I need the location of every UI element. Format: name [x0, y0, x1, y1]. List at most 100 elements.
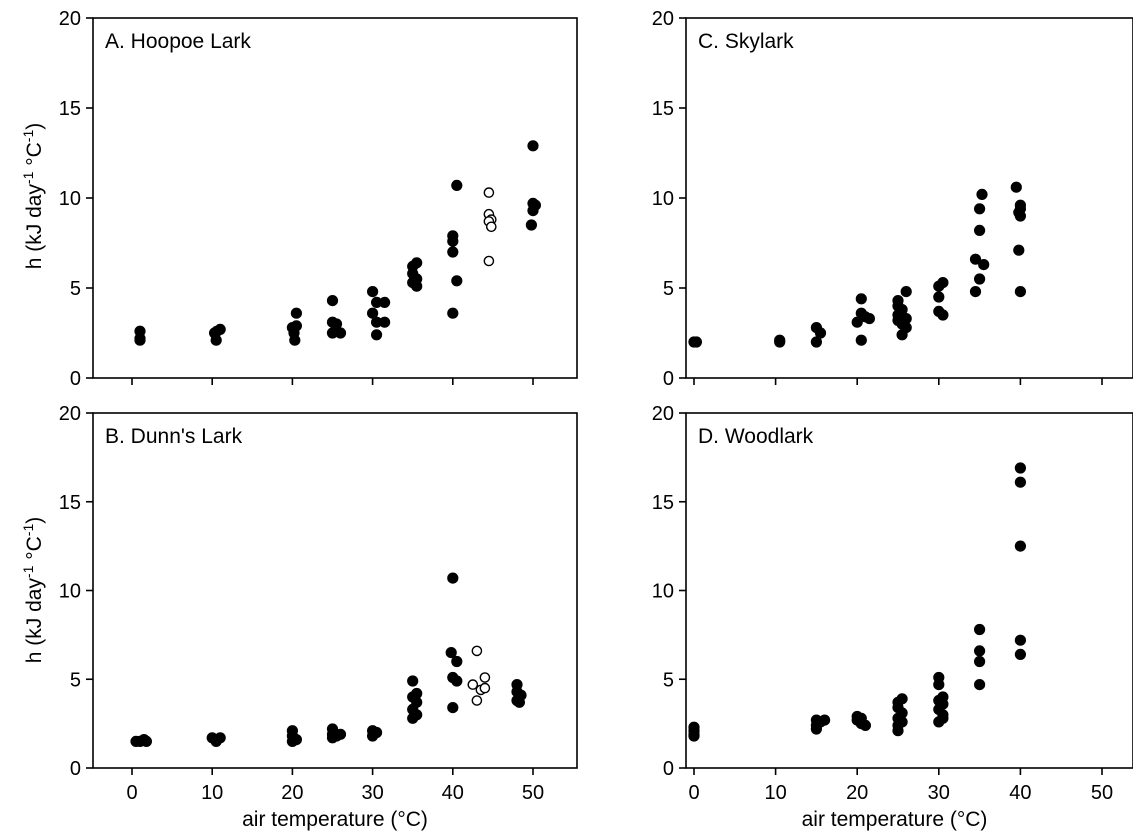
data-point-filled [451, 655, 463, 668]
data-point-filled [973, 273, 986, 285]
data-point-open [483, 187, 495, 198]
y-tick-label: 0 [663, 368, 674, 390]
data-point-filled [411, 257, 423, 269]
data-point-filled [973, 203, 986, 215]
data-point-filled [286, 735, 298, 748]
y-tick-label: 15 [59, 492, 81, 514]
data-point-filled [973, 224, 986, 236]
data-point-filled [937, 276, 949, 289]
data-point-filled [896, 329, 908, 341]
data-point-filled [407, 675, 419, 687]
data-point-filled [366, 285, 379, 298]
x-tick-label: 10 [201, 782, 223, 804]
panel-title: A. Hoopoe Lark [105, 30, 251, 53]
data-point-filled [290, 307, 302, 319]
panel-title: D. Woodlark [698, 425, 814, 448]
y-tick-label: 15 [652, 492, 674, 514]
x-tick-label: 30 [928, 782, 950, 804]
data-point-filled [447, 572, 459, 584]
y-tick-label: 5 [663, 278, 674, 300]
data-point-filled [407, 712, 419, 724]
data-point-filled [851, 316, 863, 328]
data-point-filled [378, 296, 391, 308]
data-point-filled [688, 730, 700, 742]
data-point-filled [326, 294, 339, 307]
data-point-filled [210, 334, 222, 346]
data-point-filled [859, 719, 872, 732]
data-point-filled [690, 336, 703, 348]
data-point-filled [445, 646, 457, 659]
data-point-filled [973, 678, 986, 691]
x-tick-label: 10 [764, 782, 786, 804]
panel-b-dunns-lark: B. Dunn's Lark 0 5 10 15 20 0 10 20 30 40 50 air tem… [59, 403, 578, 831]
data-point-filled [933, 678, 945, 691]
x-tick-label: 40 [442, 782, 464, 804]
y-tick-label: 5 [70, 278, 81, 300]
data-point-filled [334, 327, 347, 339]
data-point-filled [527, 140, 539, 152]
x-tick-label: 50 [522, 782, 544, 804]
y-tick-label: 10 [652, 188, 674, 210]
y-tick-label: 15 [652, 98, 674, 120]
data-point-filled [863, 312, 876, 325]
data-point-filled [134, 334, 146, 346]
data-point-filled [933, 291, 945, 303]
panel-c-skylark: C. Skylark 0 5 10 15 20 [652, 8, 1133, 390]
data-point-filled [370, 329, 383, 341]
data-point-filled [892, 725, 904, 737]
x-tick-label: 0 [126, 782, 137, 804]
data-point-filled [451, 179, 463, 191]
x-tick-label: 50 [1091, 782, 1113, 804]
data-point-filled [1014, 540, 1027, 552]
data-point-filled [1014, 648, 1027, 661]
data-point-filled [973, 623, 986, 636]
data-point-filled [973, 655, 986, 668]
data-point-filled [366, 730, 379, 742]
y-tick-label: 20 [652, 403, 674, 425]
x-tick-label: 20 [846, 782, 868, 804]
data-point-open [479, 672, 491, 683]
data-point-open [471, 695, 483, 706]
data-point-filled [447, 235, 459, 247]
y-tick-label: 10 [652, 581, 674, 603]
data-point-filled [976, 188, 988, 200]
y-tick-label: 15 [59, 98, 81, 120]
data-point-open [483, 255, 495, 267]
data-point-filled [937, 712, 949, 724]
y-tick-label: 10 [59, 188, 81, 210]
x-tick-label: 0 [688, 782, 699, 804]
data-point-filled [1014, 285, 1027, 298]
data-point-filled [527, 205, 539, 217]
y-tick-label: 0 [70, 758, 81, 780]
y-tick-label: 20 [59, 8, 81, 30]
y-axis-title-top: h (kJ day-1 °C-1) [20, 123, 46, 270]
data-point-open [485, 221, 497, 233]
y-tick-label: 10 [59, 581, 81, 603]
data-point-filled [1013, 244, 1025, 256]
data-point-filled [1010, 181, 1022, 193]
data-point-filled [855, 334, 867, 346]
data-point-filled [140, 735, 152, 748]
y-tick-label: 0 [663, 758, 674, 780]
y-axis-title-bottom: h (kJ day-1 °C-1) [20, 517, 46, 664]
data-point-filled [210, 735, 222, 748]
panel-d-woodlark: D. Woodlark 0 5 10 15 20 0 10 20 30 40 50 air temper… [652, 403, 1133, 831]
data-point-filled [525, 219, 538, 231]
data-point-filled [326, 732, 339, 744]
y-tick-label: 20 [59, 403, 81, 425]
data-point-filled [937, 309, 949, 321]
data-point-filled [1014, 462, 1027, 474]
data-point-filled [774, 336, 786, 348]
y-tick-label: 5 [663, 669, 674, 691]
data-point-filled [451, 675, 463, 687]
data-point-filled [969, 285, 982, 298]
left-column-y-axis-title: h (kJ day-1 °C-1) h (kJ day-1 °C-1) [20, 123, 46, 664]
plot-frame [92, 412, 578, 769]
x-tick-label: 30 [361, 782, 383, 804]
data-point-open [467, 679, 479, 690]
data-point-filled [810, 723, 823, 735]
x-axis-title: air temperature (°C) [242, 808, 428, 831]
data-point-filled [513, 696, 526, 708]
data-point-filled [447, 701, 459, 714]
